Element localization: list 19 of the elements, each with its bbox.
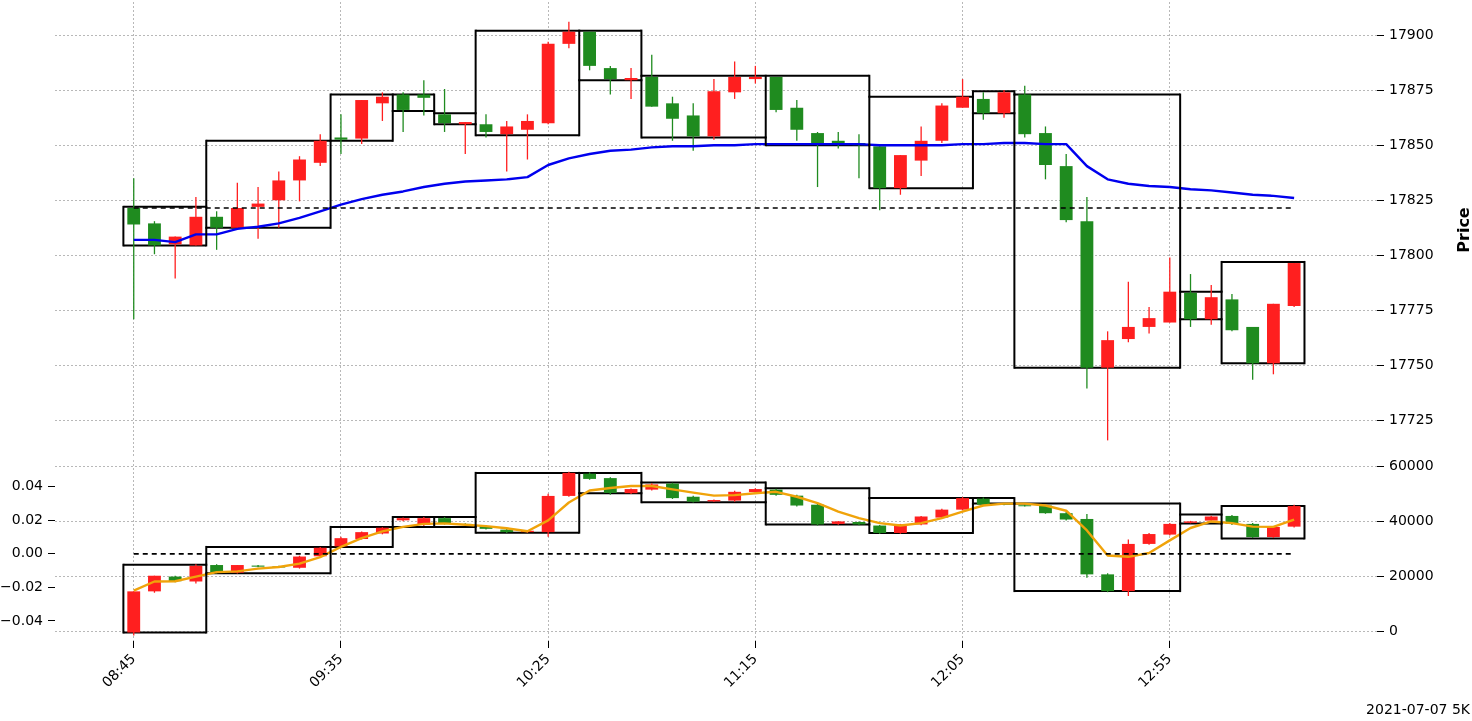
y-tick-label: 17850 <box>1389 135 1434 152</box>
y-tick-label: 17900 <box>1389 25 1434 42</box>
y2-tick-label: −0.02 <box>0 578 43 595</box>
y-tick-label: 40000 <box>1389 512 1434 529</box>
y-tick-label: 0 <box>1389 622 1398 639</box>
y2-tick-label: 0.02 <box>11 510 43 527</box>
y-tick-label: 17800 <box>1389 245 1434 262</box>
y2-tick-label: 0.04 <box>11 477 44 494</box>
y-tick-label: 17750 <box>1389 356 1434 373</box>
y-tick-label: 17825 <box>1389 190 1434 207</box>
y-tick-label: 17875 <box>1389 80 1434 97</box>
y-tick-label: 60000 <box>1389 457 1434 474</box>
y2-tick-label: −0.04 <box>0 611 44 628</box>
y-tick-label: 20000 <box>1389 567 1434 584</box>
y2-tick-label: 0.00 <box>11 544 43 561</box>
text: 2021-07-07 5K <box>1366 700 1471 717</box>
y-tick-label: 17775 <box>1389 301 1434 318</box>
y-axis-title: Price <box>1454 207 1472 253</box>
y-tick-label: 17725 <box>1389 411 1434 428</box>
